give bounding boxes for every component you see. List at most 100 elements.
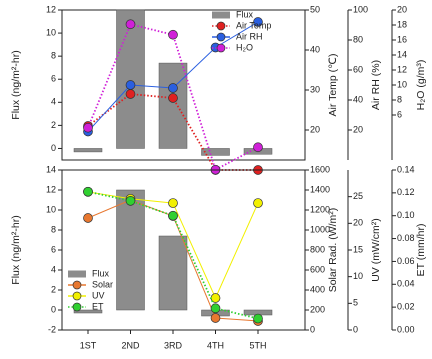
point — [168, 210, 178, 221]
y-tick-label: 2 — [51, 120, 56, 130]
right-tick-label: 0.08 — [397, 233, 415, 243]
right-tick-label: 15 — [353, 244, 363, 254]
x-tick-label: 5TH — [249, 340, 266, 350]
right-tick-label: 50 — [310, 4, 320, 14]
point — [83, 186, 93, 197]
point — [253, 198, 263, 208]
right-tick-label: 60 — [353, 64, 363, 74]
point — [83, 122, 93, 133]
legend-marker — [216, 43, 226, 53]
right-tick-label: 0.14 — [397, 164, 415, 174]
right-tick-label: 600 — [310, 264, 325, 274]
legend-label: H₂O — [236, 42, 253, 52]
right-tick-label: 100 — [353, 4, 368, 14]
y-tick-label: 10 — [46, 204, 56, 214]
right-tick-label: 0.04 — [397, 279, 415, 289]
right-tick-label: 20 — [397, 4, 407, 14]
point — [253, 313, 263, 324]
y-tick-label: -2 — [48, 324, 56, 334]
right-tick-label: 6 — [397, 109, 402, 119]
x-tick-label: 4TH — [207, 340, 224, 350]
legend-swatch — [212, 11, 230, 19]
right-tick-label: 20 — [310, 124, 320, 134]
bar — [116, 9, 145, 149]
y-axis-title: Flux (ng/m²-hr) — [10, 215, 22, 284]
point — [125, 19, 136, 30]
right-tick-label: 10 — [353, 271, 363, 281]
right-tick-label: 20 — [353, 218, 363, 228]
y-tick-label: 4 — [51, 97, 56, 107]
y-tick-label: 10 — [46, 27, 56, 37]
right-tick-label: 25 — [353, 191, 363, 201]
right-axis-title: Air Temp (℃) — [327, 54, 339, 117]
right-tick-label: 30 — [310, 84, 320, 94]
legend-marker — [216, 32, 226, 42]
point — [210, 303, 221, 314]
legend-marker — [216, 21, 226, 31]
legend-label: UV — [92, 290, 105, 300]
legend-label: Air RH — [236, 31, 263, 41]
line — [87, 23, 259, 172]
right-tick-label: 800 — [310, 244, 325, 254]
right-axis-title: H₂O (g/m³) — [415, 60, 427, 111]
y-tick-label: 4 — [51, 264, 56, 274]
right-tick-label: 0 — [310, 324, 315, 334]
x-tick-label: 3RD — [164, 340, 183, 350]
right-axis-title: UV (mW/cm²) — [370, 218, 382, 282]
bar — [201, 148, 230, 156]
point — [168, 198, 178, 208]
right-axis-title: Air RH (%) — [370, 60, 382, 110]
bar — [116, 189, 145, 311]
right-tick-label: 14 — [397, 49, 407, 59]
bar — [73, 148, 103, 153]
legend-label: ET — [92, 301, 104, 311]
right-tick-label: 0.06 — [397, 256, 415, 266]
point — [168, 93, 178, 103]
right-tick-label: 80 — [353, 34, 363, 44]
legend-label: Air Temp — [236, 20, 271, 30]
point — [125, 80, 136, 90]
right-tick-label: 40 — [353, 94, 363, 104]
right-tick-label: 400 — [310, 284, 325, 294]
legend-label: Flux — [236, 9, 254, 19]
right-tick-label: 16 — [397, 34, 407, 44]
point — [210, 313, 221, 323]
x-tick-label: 2ND — [121, 340, 140, 350]
legend-marker — [72, 302, 82, 312]
bar — [73, 309, 103, 314]
right-tick-label: 0.02 — [397, 302, 415, 312]
y-tick-label: 12 — [46, 184, 56, 194]
point — [253, 17, 263, 27]
right-tick-label: 18 — [397, 19, 407, 29]
legend-marker — [72, 291, 82, 301]
y-tick-label: 0 — [51, 143, 56, 153]
y-tick-label: 8 — [51, 51, 56, 61]
bar — [158, 235, 188, 311]
y-tick-label: 6 — [51, 74, 56, 84]
right-tick-label: 12 — [397, 64, 407, 74]
point — [125, 89, 136, 99]
right-tick-label: 40 — [310, 44, 320, 54]
right-tick-label: 10 — [397, 79, 407, 89]
right-tick-label: 1400 — [310, 184, 330, 194]
y-axis-title: Flux (ng/m²-hr) — [10, 50, 22, 119]
right-tick-label: 0.00 — [397, 324, 415, 334]
bar — [158, 62, 188, 149]
legend-swatch — [68, 270, 86, 278]
legend-label: Flux — [92, 268, 110, 278]
x-tick-label: 1ST — [80, 340, 97, 350]
y-tick-label: 12 — [46, 4, 56, 14]
right-tick-label: 200 — [310, 304, 325, 314]
right-tick-label: 8 — [397, 94, 402, 104]
right-tick-label: 1000 — [310, 224, 330, 234]
right-tick-label: 0.12 — [397, 187, 415, 197]
right-tick-label: 20 — [353, 124, 363, 134]
y-tick-label: 14 — [46, 164, 56, 174]
point — [83, 213, 93, 223]
y-tick-label: 2 — [51, 284, 56, 294]
legend-label: Solar — [92, 279, 113, 289]
